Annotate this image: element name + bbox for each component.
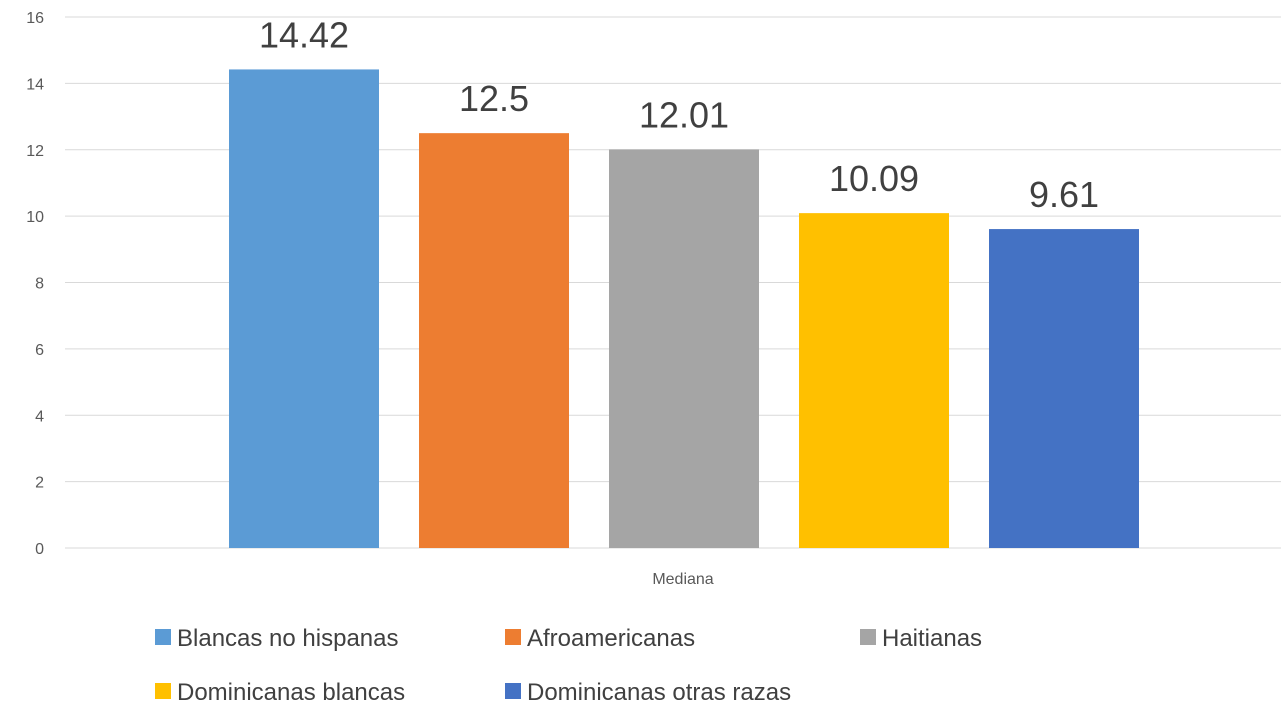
bar — [419, 133, 569, 548]
bar — [989, 229, 1139, 549]
y-tick-label: 12 — [26, 143, 44, 160]
y-tick-label: 0 — [35, 541, 44, 558]
legend-swatch — [155, 629, 171, 645]
category-label: Mediana — [652, 571, 713, 588]
legend-swatch — [860, 629, 876, 645]
bar — [799, 213, 949, 548]
legend-item: Dominicanas otras razas — [505, 679, 791, 706]
bars — [229, 69, 1139, 549]
y-tick-label: 2 — [35, 475, 44, 492]
y-tick-label: 4 — [35, 408, 44, 425]
legend-item: Blancas no hispanas — [155, 625, 398, 652]
y-tick-label: 6 — [35, 342, 44, 359]
legend-item: Afroamericanas — [505, 625, 695, 652]
data-label: 14.42 — [259, 14, 349, 55]
legend: Blancas no hispanas Afroamericanas Haitian… — [155, 625, 982, 706]
y-tick-label: 16 — [26, 10, 44, 27]
y-tick-label: 8 — [35, 276, 44, 293]
legend-swatch — [505, 683, 521, 699]
y-tick-label: 14 — [26, 76, 44, 93]
data-label: 10.09 — [829, 158, 919, 199]
legend-label: Haitianas — [882, 625, 982, 652]
legend-item: Haitianas — [860, 625, 982, 652]
data-label: 12.01 — [639, 94, 729, 135]
data-labels: 14.42 12.5 12.01 10.09 9.61 — [259, 14, 1099, 215]
legend-swatch — [505, 629, 521, 645]
legend-label: Afroamericanas — [527, 625, 695, 652]
y-axis-ticks: 0 2 4 6 8 10 12 14 16 — [26, 10, 44, 558]
legend-label: Blancas no hispanas — [177, 625, 398, 652]
legend-item: Dominicanas blancas — [155, 679, 405, 706]
data-label: 9.61 — [1029, 174, 1099, 215]
data-label: 12.5 — [459, 78, 529, 119]
legend-label: Dominicanas otras razas — [527, 679, 791, 706]
bar — [609, 149, 759, 548]
legend-label: Dominicanas blancas — [177, 679, 405, 706]
legend-swatch — [155, 683, 171, 699]
y-tick-label: 10 — [26, 209, 44, 226]
bar — [229, 69, 379, 548]
